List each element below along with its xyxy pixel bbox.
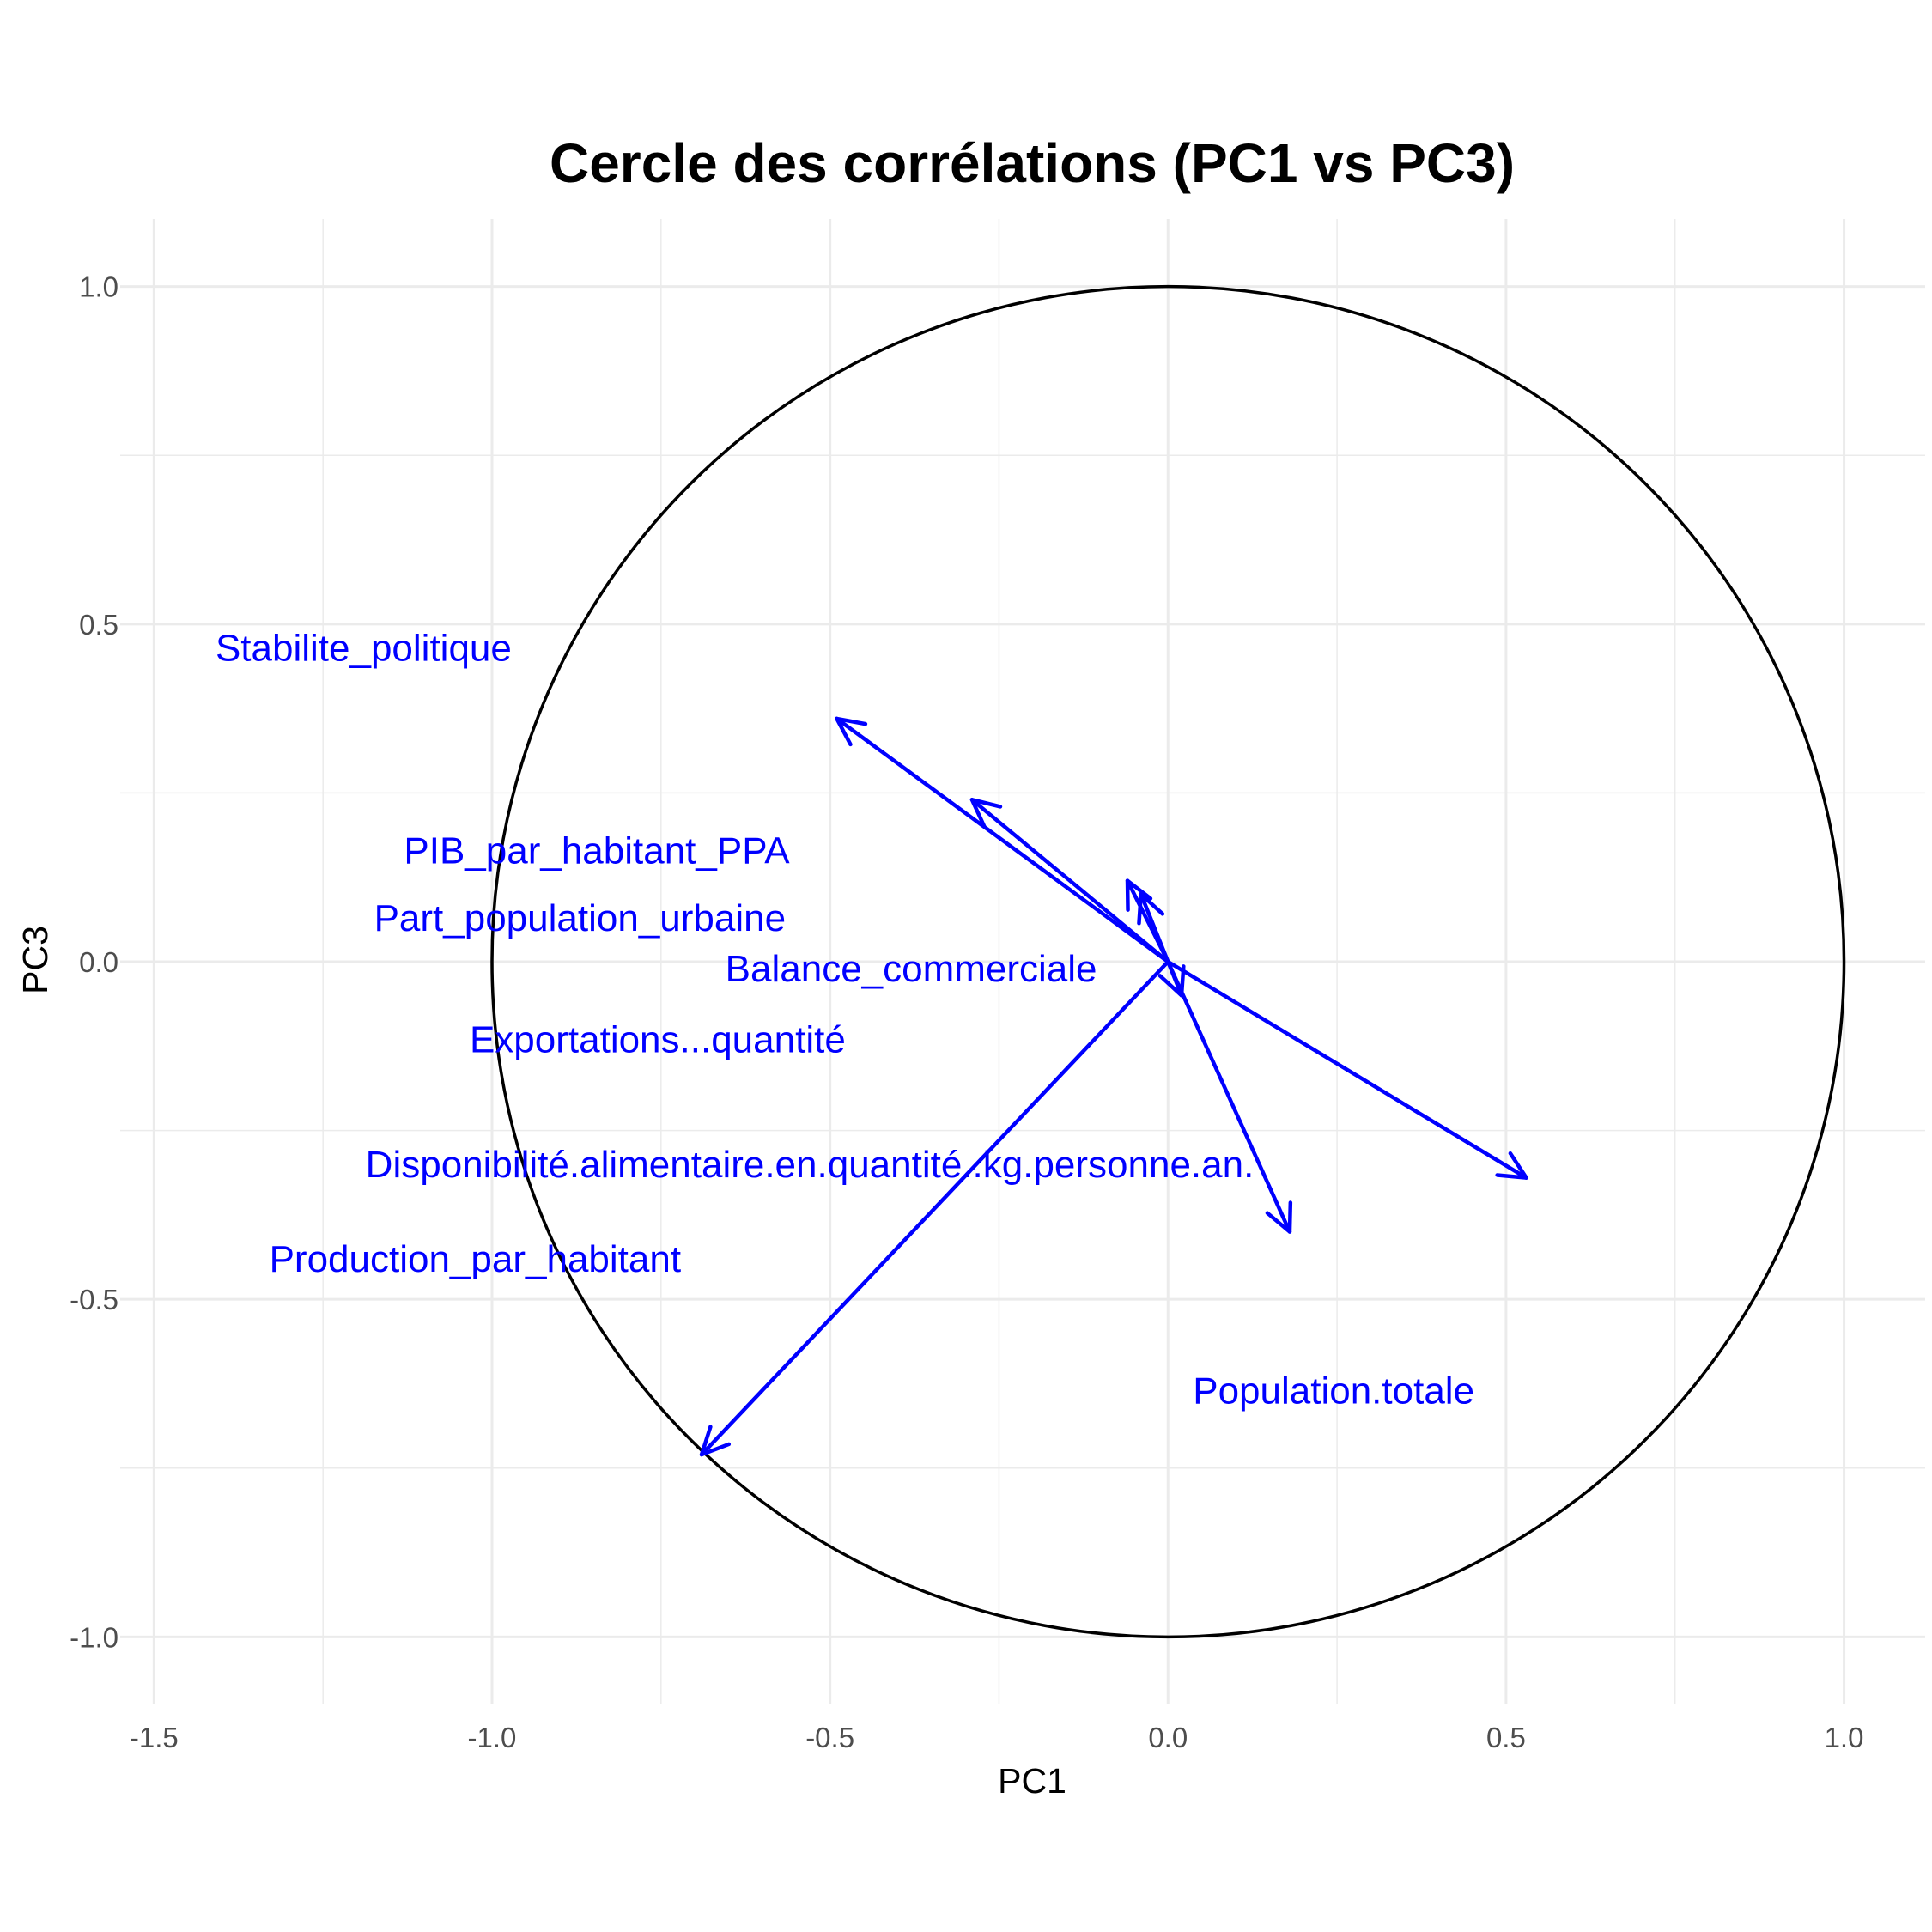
tick-labels: -1.5 -1.0 -0.5 0.0 0.5 1.0 -1.0 -0.5 0.0 0.5 1.0: [70, 271, 1863, 1753]
loading-arrow-3: [1137, 892, 1170, 964]
variable-labels: Stabilite_politique PIB_par_habitant_PPA P…: [216, 627, 1474, 1412]
x-tick-label-5: 1.0: [1825, 1722, 1864, 1753]
loading-arrow-shaft-3: [1139, 892, 1170, 964]
loading-arrow-shaft-6: [1166, 959, 1528, 1180]
y-tick-label-2: 0.0: [79, 946, 118, 978]
variable-label-0: Stabilite_politique: [216, 627, 512, 669]
loading-arrow-head-2: [1125, 878, 1153, 912]
chart-title: Cercle des corrélations (PC1 vs PC3): [550, 132, 1515, 194]
variable-label-2: Part_population_urbaine: [374, 897, 787, 939]
loading-arrow-head-3: [1137, 892, 1165, 926]
x-tick-label-0: -1.5: [130, 1722, 179, 1753]
y-tick-label-3: 0.5: [79, 609, 118, 641]
loading-arrow-7: [699, 959, 1170, 1457]
loading-arrow-head-6: [1495, 1151, 1528, 1180]
y-tick-label-0: -1.0: [70, 1621, 118, 1653]
variable-label-1: PIB_par_habitant_PPA: [404, 829, 790, 872]
y-tick-label-4: 1.0: [79, 271, 118, 303]
variable-label-5: Disponibilité.alimentaire.en.quantité..k…: [366, 1144, 1255, 1186]
unit-circle: [490, 284, 1846, 1639]
loading-arrow-shaft-1: [969, 798, 1170, 964]
loading-arrow-head-5: [1265, 1200, 1293, 1234]
variable-label-6: Production_par_habitant: [270, 1238, 681, 1280]
x-axis-label: PC1: [998, 1761, 1066, 1801]
variable-label-7: Population.totale: [1193, 1370, 1474, 1412]
loading-arrow-head-1: [969, 798, 1003, 829]
correlation-circle-layer: [490, 284, 1846, 1639]
variable-label-3: Balance_commerciale: [726, 948, 1097, 990]
loading-arrow-head-7: [699, 1425, 732, 1457]
variable-label-4: Exportations...quantité: [470, 1018, 846, 1060]
x-tick-label-1: -1.0: [468, 1722, 517, 1753]
loading-arrow-shaft-5: [1166, 959, 1292, 1234]
loading-arrow-5: [1166, 959, 1293, 1234]
loading-arrow-0: [835, 716, 1170, 964]
loading-arrow-head-0: [835, 716, 868, 747]
arrows: [699, 716, 1528, 1457]
y-tick-label-1: -0.5: [70, 1284, 118, 1315]
loading-arrow-6: [1166, 959, 1528, 1180]
loading-arrow-shaft-7: [699, 959, 1170, 1457]
x-tick-label-2: -0.5: [805, 1722, 854, 1753]
x-tick-label-4: 0.5: [1486, 1722, 1526, 1753]
x-tick-label-3: 0.0: [1148, 1722, 1188, 1753]
loading-arrow-shaft-0: [835, 716, 1170, 964]
loading-arrow-1: [969, 798, 1170, 964]
y-axis-label: PC3: [15, 926, 55, 994]
